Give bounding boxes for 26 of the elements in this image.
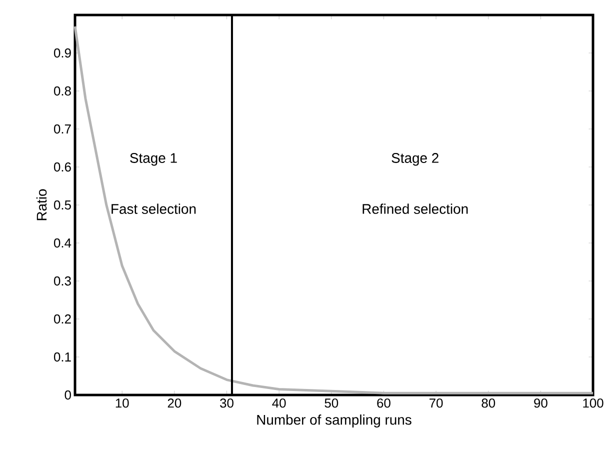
y-tick-label: 0.9: [54, 48, 71, 58]
x-tick-label: 90: [534, 398, 548, 408]
x-tick-label: 20: [168, 398, 182, 408]
y-tick-label: 0.8: [54, 86, 71, 96]
y-tick-label: 0.5: [54, 200, 71, 210]
x-tick-label: 10: [116, 398, 129, 408]
y-tick-label: 0.2: [54, 314, 71, 324]
x-tick-label: 40: [272, 398, 286, 408]
x-axis-title: Number of sampling runs: [257, 414, 412, 428]
annotation: Fast selection: [112, 204, 196, 214]
x-tick-label: 70: [430, 398, 443, 408]
x-tick-label: 30: [220, 398, 234, 408]
annotation: Stage 1: [130, 153, 177, 166]
x-tick-label: 100: [583, 398, 604, 408]
annotation: Refined selection: [362, 204, 468, 214]
x-tick-label: 80: [482, 398, 496, 408]
y-tick-label: 0.7: [54, 124, 71, 134]
x-tick-label: 50: [324, 398, 338, 408]
y-tick-label: 0.3: [54, 276, 71, 286]
y-tick-label: 0.4: [54, 238, 72, 248]
y-tick-label: 0.6: [54, 162, 71, 172]
y-tick-label: 0: [64, 390, 71, 400]
y-axis-title: Ratio: [36, 189, 47, 220]
annotation: Stage 2: [392, 153, 438, 166]
x-tick-label: 60: [377, 398, 390, 408]
y-tick-label: 0.1: [54, 352, 71, 362]
